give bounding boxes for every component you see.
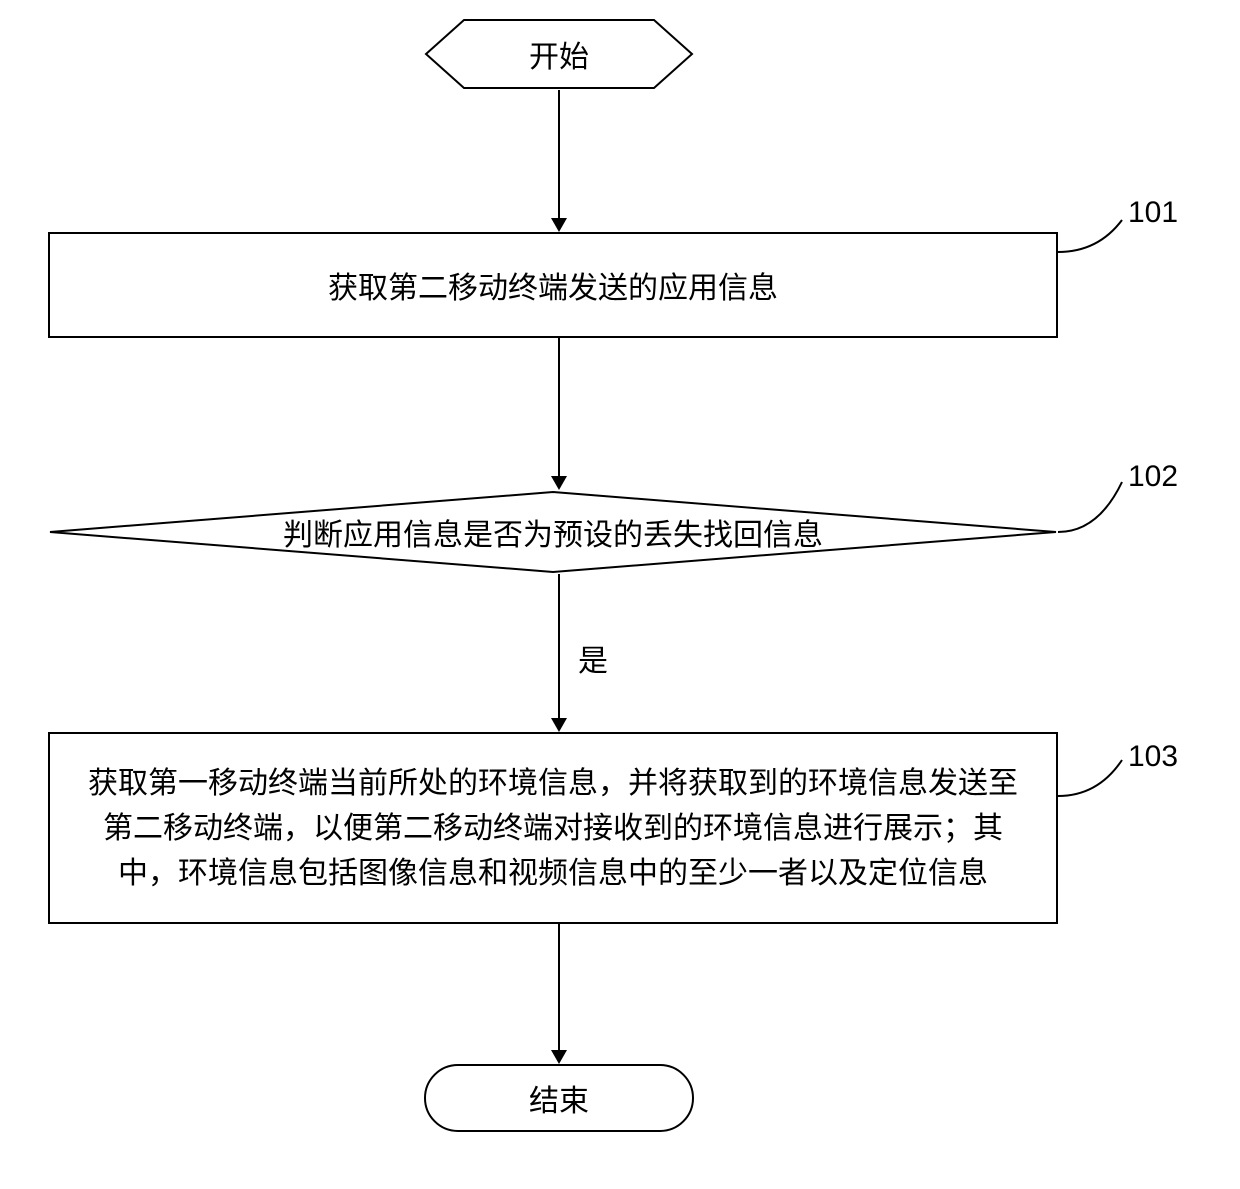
start-label: 开始 <box>424 18 694 90</box>
callout-curve-103 <box>1058 758 1138 804</box>
decision-102: 判断应用信息是否为预设的丢失找回信息 <box>48 490 1058 574</box>
end-node: 结束 <box>424 1064 694 1132</box>
arrowhead-102-to-103 <box>551 718 567 732</box>
arrow-103-to-end <box>558 924 560 1052</box>
yes-label: 是 <box>578 636 608 680</box>
start-node: 开始 <box>424 18 694 90</box>
arrowhead-101-to-102 <box>551 476 567 490</box>
arrow-102-to-103 <box>558 574 560 720</box>
step-101-text: 获取第二移动终端发送的应用信息 <box>328 263 778 307</box>
callout-curve-102 <box>1058 480 1138 540</box>
step-103: 获取第一移动终端当前所处的环境信息，并将获取到的环境信息发送至第二移动终端，以便… <box>48 732 1058 924</box>
end-label: 结束 <box>529 1076 589 1120</box>
step-101: 获取第二移动终端发送的应用信息 <box>48 232 1058 338</box>
callout-101: 101 <box>1128 196 1178 230</box>
step-103-text: 获取第一移动终端当前所处的环境信息，并将获取到的环境信息发送至第二移动终端，以便… <box>76 761 1030 896</box>
callout-102: 102 <box>1128 460 1178 494</box>
callout-103: 103 <box>1128 740 1178 774</box>
arrowhead-103-to-end <box>551 1050 567 1064</box>
callout-curve-101 <box>1058 218 1138 258</box>
arrow-101-to-102 <box>558 338 560 478</box>
arrowhead-start-to-101 <box>551 218 567 232</box>
arrow-start-to-101 <box>558 90 560 220</box>
decision-102-label: 判断应用信息是否为预设的丢失找回信息 <box>48 490 1058 574</box>
